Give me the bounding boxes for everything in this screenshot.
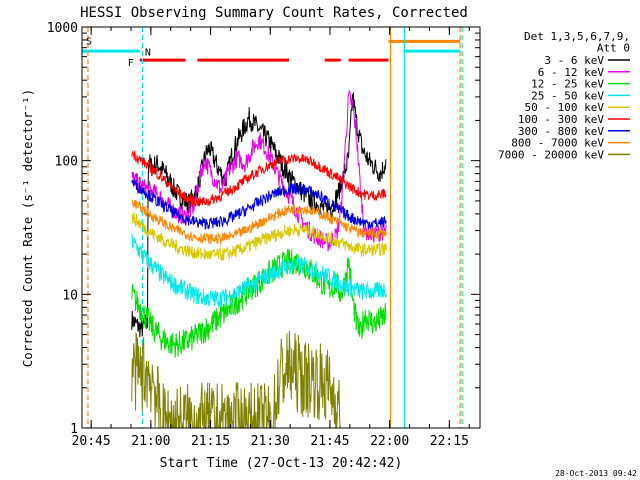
- chart-title: HESSI Observing Summary Count Rates, Cor…: [80, 5, 468, 21]
- x-tick-label: 21:30: [251, 434, 290, 449]
- y-axis: 1 10 100 1000: [47, 21, 480, 437]
- series-line-3: [131, 233, 387, 308]
- series-line-6: [131, 179, 387, 230]
- legend-entry-label: 100 - 300 keV: [518, 113, 604, 126]
- x-axis: 20:45 21:00 21:15 21:30 21:45 22:00 22:15: [72, 27, 470, 449]
- timestamp: 28-Oct-2013 09:42: [555, 469, 637, 478]
- x-tick-label: 21:00: [131, 434, 170, 449]
- y-axis-label: Corrected Count Rate (s⁻¹ detector⁻¹): [20, 89, 35, 367]
- y-tick-label: 1: [70, 422, 78, 437]
- legend-entry-label: 6 - 12 keV: [538, 66, 605, 79]
- legend-entry-label: 25 - 50 keV: [531, 89, 604, 102]
- series-line-8: [131, 330, 341, 428]
- annotation-n: N: [145, 48, 151, 59]
- legend-entry-label: 800 - 7000 keV: [511, 137, 604, 150]
- x-tick-label: 22:15: [430, 434, 469, 449]
- plot-area: S NF: [82, 27, 463, 428]
- series-line-5: [131, 150, 387, 207]
- x-tick-label: 21:15: [191, 434, 230, 449]
- legend-header: Att 0: [597, 42, 630, 55]
- series-line-4: [131, 211, 387, 261]
- annotation-f: F: [128, 58, 134, 69]
- legend-header: Det 1,3,5,6,7,9,: [524, 30, 630, 43]
- x-tick-label: 20:45: [72, 434, 111, 449]
- x-axis-label: Start Time (27-Oct-13 20:42:42): [160, 456, 403, 471]
- legend-entry-label: 7000 - 20000 keV: [498, 148, 604, 161]
- legend-entry-label: 300 - 800 keV: [518, 125, 604, 138]
- x-tick-label: 21:45: [310, 434, 349, 449]
- y-tick-label: 100: [55, 155, 78, 170]
- plot-inner: [82, 27, 463, 428]
- y-tick-label: 10: [62, 288, 78, 303]
- legend-entry-label: 50 - 100 keV: [525, 101, 605, 114]
- series-line-2: [131, 248, 387, 358]
- legend-entry-label: 3 - 6 keV: [544, 54, 604, 67]
- legend-entry-label: 12 - 25 keV: [531, 78, 604, 91]
- y-tick-label: 1000: [47, 21, 78, 36]
- plot-frame: [81, 26, 481, 429]
- annotation-s: S: [86, 36, 92, 47]
- series-line-1: [131, 89, 387, 252]
- x-tick-label: 22:00: [370, 434, 409, 449]
- series-line-7: [131, 199, 387, 246]
- series-line-0: [131, 92, 387, 338]
